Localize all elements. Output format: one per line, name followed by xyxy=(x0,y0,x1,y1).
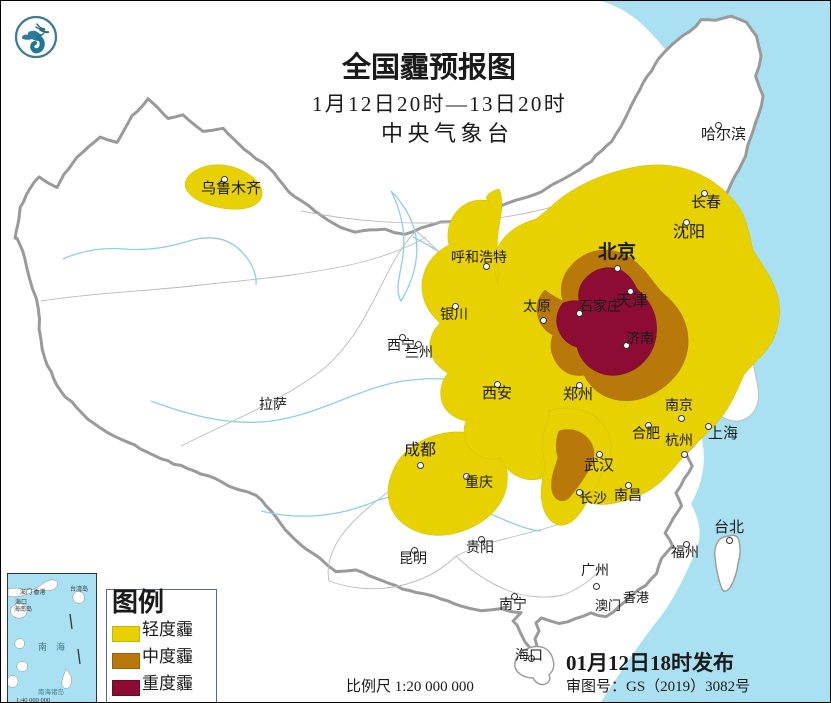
svg-text:台湾岛: 台湾岛 xyxy=(70,585,88,593)
svg-text:南 海: 南 海 xyxy=(38,641,65,652)
svg-text:1:40 000 000: 1:40 000 000 xyxy=(16,697,50,703)
svg-text:海南岛: 海南岛 xyxy=(14,605,32,613)
svg-text:海口: 海口 xyxy=(15,598,27,606)
svg-text:南海诸岛: 南海诸岛 xyxy=(38,687,64,696)
svg-text:澎门 香港: 澎门 香港 xyxy=(20,588,46,596)
